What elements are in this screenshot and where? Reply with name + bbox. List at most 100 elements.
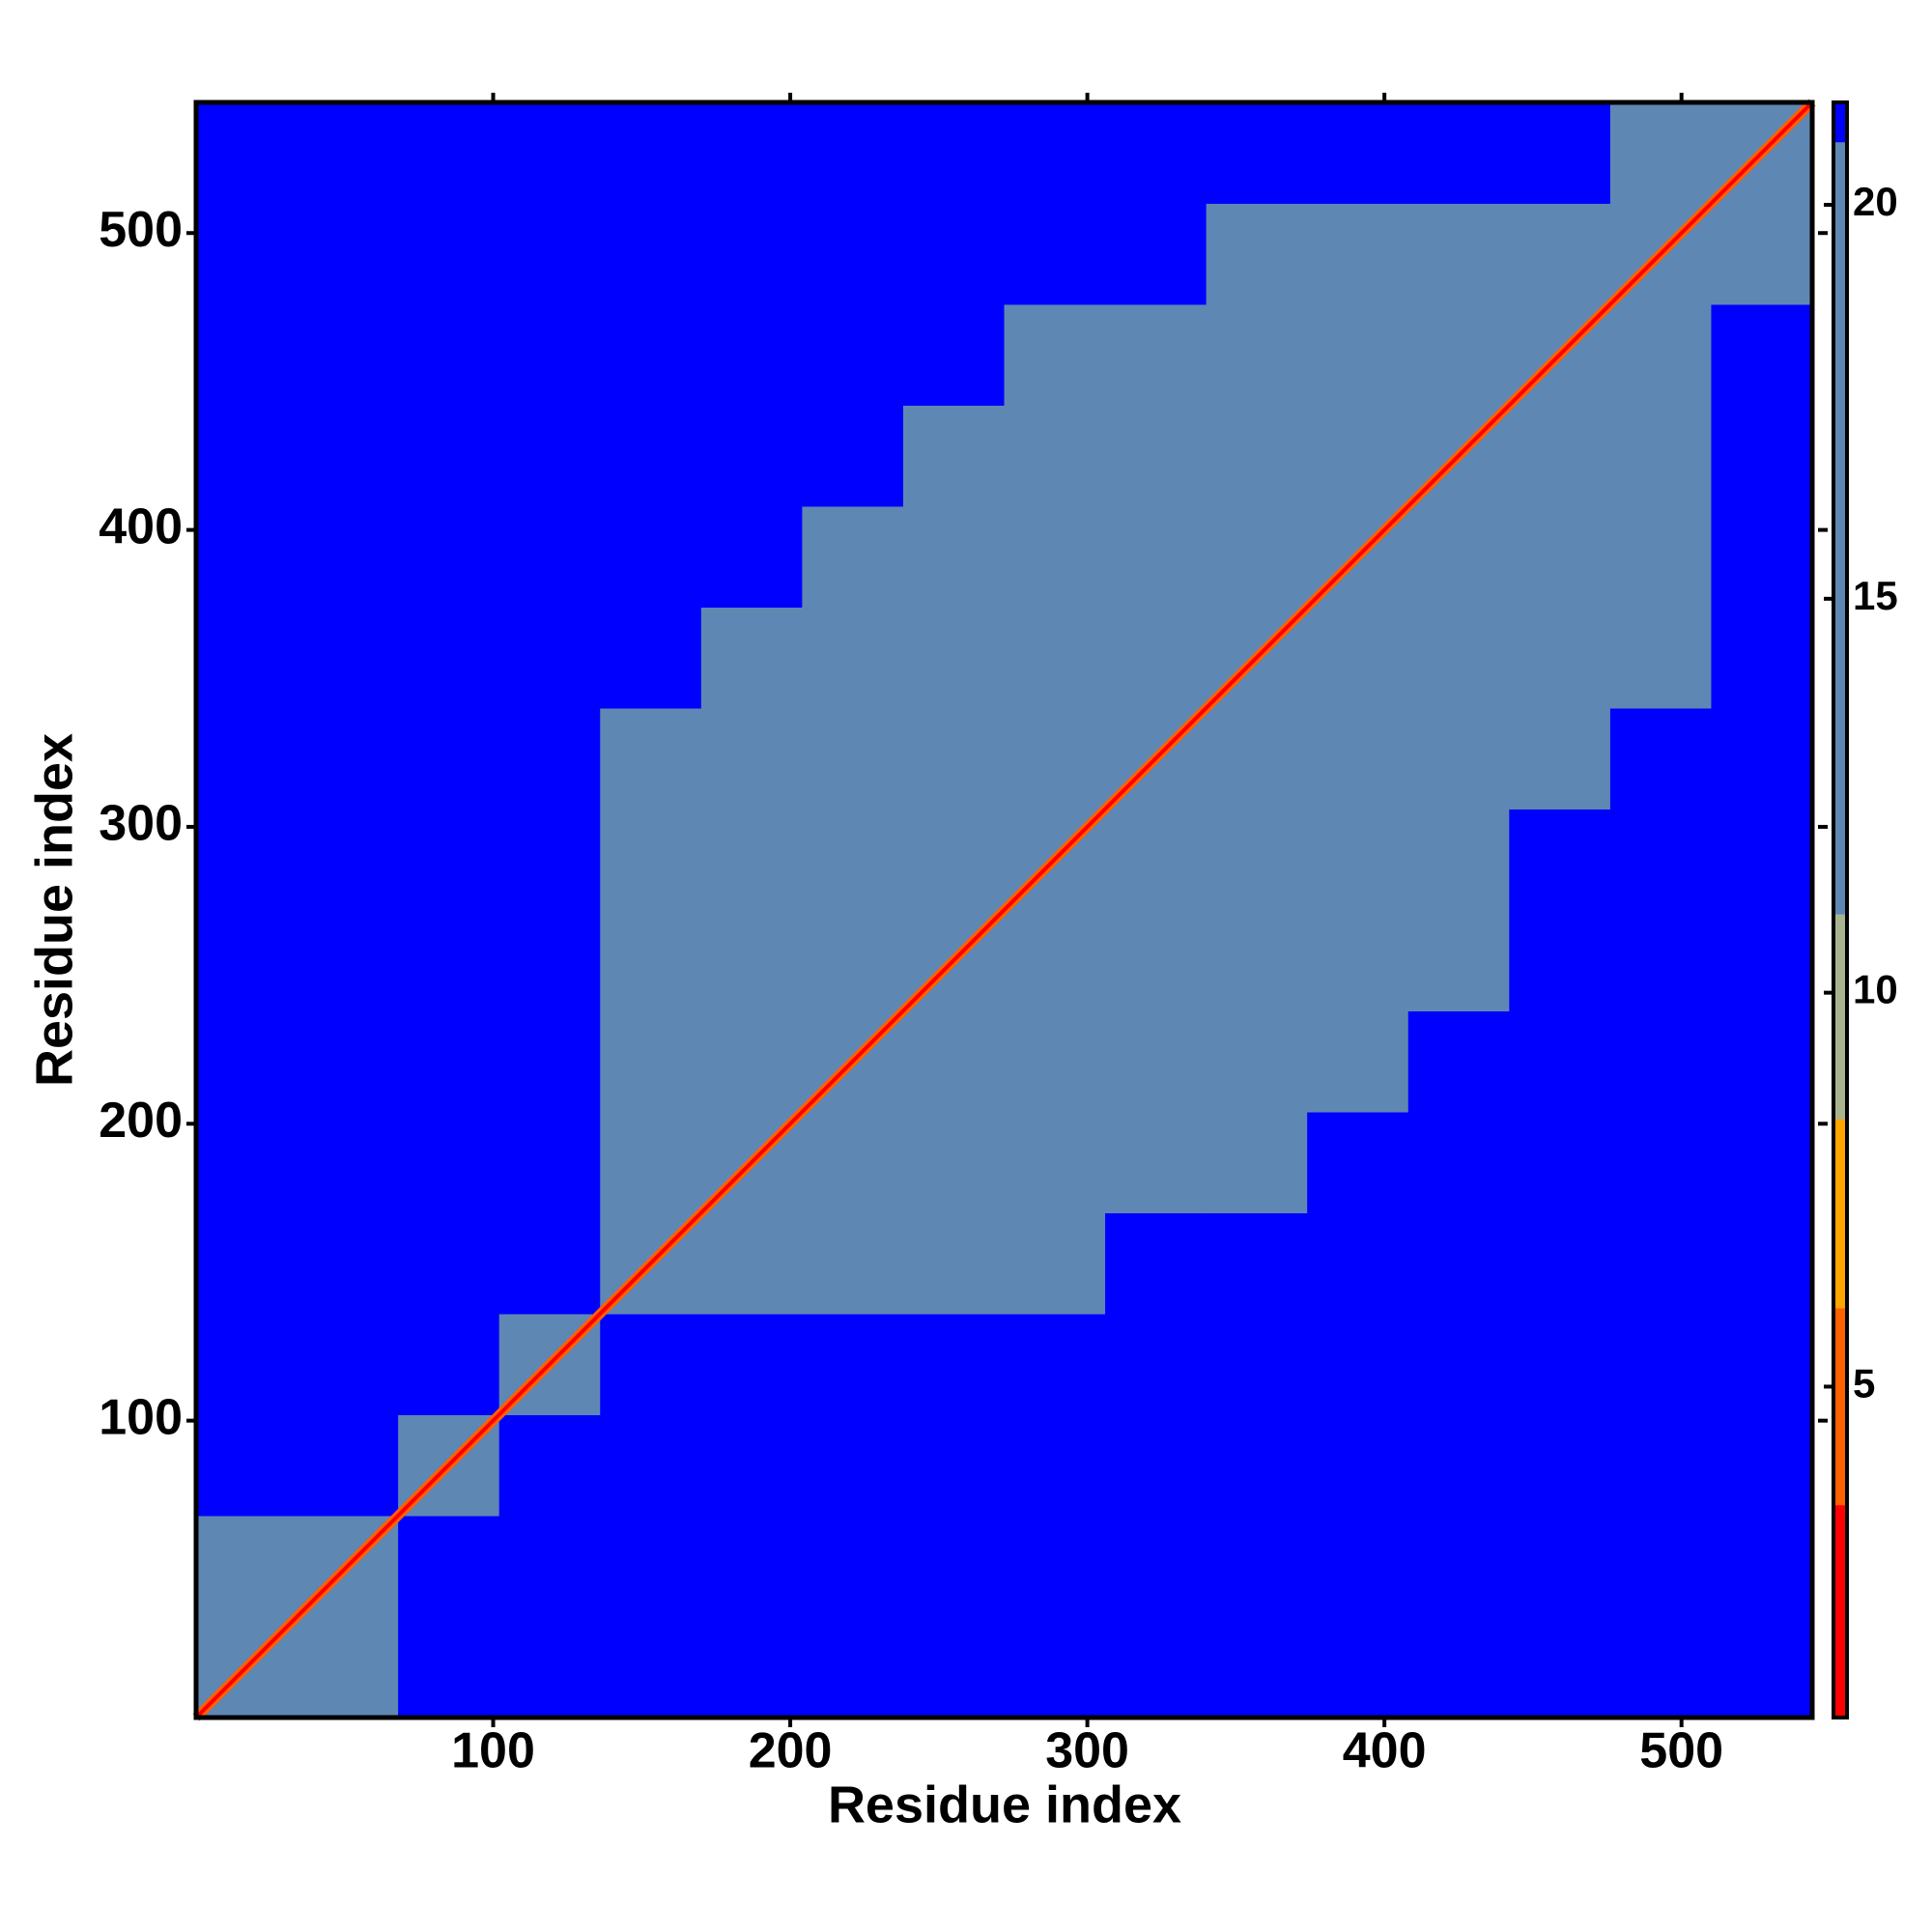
heatmap-cell: [1711, 506, 1813, 608]
y-tick-label: 400: [99, 498, 183, 554]
heatmap-cell: [802, 1516, 904, 1617]
colorbar-frame: [1832, 100, 1849, 1719]
heatmap-cell: [1407, 304, 1510, 406]
heatmap-cell: [700, 708, 803, 810]
colorbar-band: [1833, 914, 1847, 1120]
heatmap-cell: [700, 506, 803, 608]
heatmap-cell: [1609, 1212, 1712, 1315]
heatmap-cell: [902, 304, 1005, 406]
heatmap-cell: [600, 102, 702, 204]
heatmap-cell: [1105, 910, 1208, 1011]
heatmap-cell: [398, 1112, 500, 1213]
heatmap-cell: [600, 708, 702, 810]
heatmap-cell: [297, 1212, 399, 1315]
heatmap-cell: [1004, 506, 1106, 608]
heatmap-cell: [1711, 1314, 1813, 1415]
heatmap-cell: [902, 1212, 1005, 1315]
heatmap-cell: [1609, 304, 1712, 406]
heatmap-cell: [902, 809, 1005, 911]
heatmap-cell: [1509, 1516, 1611, 1617]
heatmap-cell: [1004, 1516, 1106, 1617]
heatmap-cell: [196, 1010, 298, 1113]
heatmap-cell: [1105, 405, 1208, 507]
heatmap-cell: [1206, 1414, 1308, 1517]
heatmap-cell: [297, 708, 399, 810]
heatmap-cell: [1509, 1314, 1611, 1415]
heatmap-cell: [1711, 405, 1813, 507]
heatmap-cell: [196, 506, 298, 608]
heatmap-cell: [498, 1212, 601, 1315]
heatmap-cell: [802, 506, 904, 608]
heatmap-cell: [902, 1112, 1005, 1213]
heatmap-cell: [600, 1314, 702, 1415]
heatmap-cell: [1509, 809, 1611, 911]
heatmap-cell: [1609, 1112, 1712, 1213]
heatmap-cell: [1609, 1616, 1712, 1719]
heatmap-cell: [802, 1314, 904, 1415]
heatmap-cell: [196, 203, 298, 305]
heatmap-cell: [297, 607, 399, 709]
heatmap-cell: [902, 607, 1005, 709]
heatmap-cell: [498, 910, 601, 1011]
heatmap-cell: [1307, 1010, 1409, 1113]
heatmap-cell: [802, 1414, 904, 1517]
heatmap-cell: [1004, 1010, 1106, 1113]
heatmap-cell: [1105, 607, 1208, 709]
heatmap-cell: [902, 506, 1005, 608]
colorbar-tick-label: 5: [1853, 1361, 1875, 1406]
heatmap-cell: [297, 203, 399, 305]
heatmap-cell: [1609, 102, 1712, 204]
heatmap-cell: [1509, 1616, 1611, 1719]
heatmap-cell: [1307, 607, 1409, 709]
colorbar-tick-label: 10: [1853, 967, 1898, 1012]
heatmap-cell: [398, 1010, 500, 1113]
heatmap-cell: [600, 1414, 702, 1517]
heatmap-cell: [1206, 1516, 1308, 1617]
heatmap-cell: [1206, 1112, 1308, 1213]
heatmap-cell: [398, 809, 500, 911]
heatmap-cell: [802, 304, 904, 406]
heatmap-cell: [1307, 102, 1409, 204]
heatmap-cell: [1407, 1516, 1510, 1617]
heatmap-cell: [1307, 405, 1409, 507]
heatmap-cell: [398, 102, 500, 204]
heatmap-cell: [1105, 1314, 1208, 1415]
heatmap-cell: [196, 1112, 298, 1213]
heatmap-cell: [1407, 203, 1510, 305]
heatmap-cell: [1105, 1414, 1208, 1517]
heatmap-cell: [1307, 1314, 1409, 1415]
heatmap-cell: [1307, 203, 1409, 305]
heatmap-cell: [297, 1616, 399, 1719]
heatmap-cell: [802, 910, 904, 1011]
heatmap-cell: [600, 607, 702, 709]
diagonal-core: [194, 100, 1814, 1719]
heatmap-cell: [802, 1112, 904, 1213]
heatmap-cell: [1105, 102, 1208, 204]
heatmap-cell: [1609, 708, 1712, 810]
heatmap-cell: [196, 102, 298, 204]
heatmap-cell: [1105, 1212, 1208, 1315]
heatmap-cell: [398, 304, 500, 406]
heatmap-cell: [600, 405, 702, 507]
heatmap-cell: [196, 809, 298, 911]
heatmap-cell: [398, 405, 500, 507]
heatmap-cell: [498, 1616, 601, 1719]
heatmap-cell: [1307, 910, 1409, 1011]
heatmap-cell: [700, 405, 803, 507]
heatmap-cell: [902, 1516, 1005, 1617]
heatmap-cell: [1105, 203, 1208, 305]
heatmap-cell: [1609, 1010, 1712, 1113]
heatmap-cell: [1105, 1112, 1208, 1213]
heatmap-cell: [297, 1010, 399, 1113]
heatmap-cell: [196, 405, 298, 507]
heatmap-cell: [196, 1414, 298, 1517]
y-tick-label: 100: [99, 1389, 183, 1445]
heatmap-cell: [1609, 607, 1712, 709]
heatmap-cell: [196, 708, 298, 810]
heatmap-cell: [297, 405, 399, 507]
heatmap-cell: [297, 304, 399, 406]
heatmap-cell: [1609, 1314, 1712, 1415]
heatmap-cell: [1307, 304, 1409, 406]
x-axis-title: Residue index: [828, 1776, 1181, 1833]
